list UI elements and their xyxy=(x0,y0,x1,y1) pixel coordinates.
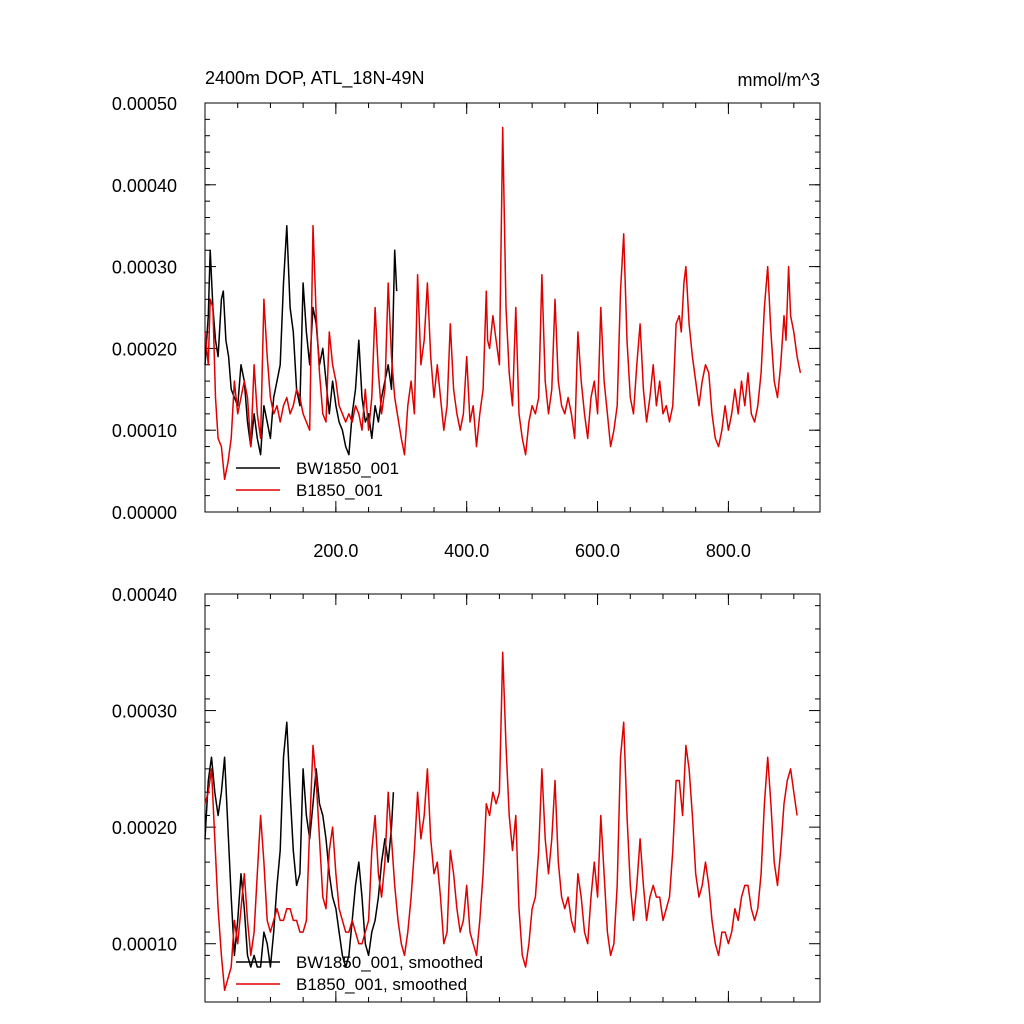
legend-label: BW1850_001, smoothed xyxy=(296,953,483,972)
chart-title-left: 2400m DOP, ATL_18N-49N xyxy=(205,68,424,89)
panel-bottom: 0.00010 0.00020 0.00030 0.00040 BW1850_001, … xyxy=(112,585,821,1003)
series-line-bw1850-001 xyxy=(204,224,398,456)
plot-frame xyxy=(204,102,821,513)
y-tick-label: 0.00040 xyxy=(112,176,177,196)
series-line-b1850-001 xyxy=(204,126,802,481)
panel-top: 2400m DOP, ATL_18N-49N mmol/m^3 200.0 400… xyxy=(112,68,821,561)
y-tick-label: 0.00000 xyxy=(112,503,177,523)
y-tick-label: 0.00050 xyxy=(112,94,177,114)
x-tick-label: 800.0 xyxy=(706,541,751,561)
series-line-b1850-001-smoothed xyxy=(204,651,798,992)
y-tick-label: 0.00020 xyxy=(112,818,177,838)
y-tick-label: 0.00040 xyxy=(112,585,177,605)
x-tick-label: 600.0 xyxy=(575,541,620,561)
y-tick-label: 0.00020 xyxy=(112,339,177,359)
legend-label: B1850_001 xyxy=(296,481,383,500)
y-tick-label: 0.00010 xyxy=(112,935,177,955)
chart-title-right: mmol/m^3 xyxy=(738,70,820,90)
y-tick-label: 0.00030 xyxy=(112,702,177,722)
legend-label: BW1850_001 xyxy=(296,459,399,478)
x-tick-label: 400.0 xyxy=(444,541,489,561)
y-tick-label: 0.00030 xyxy=(112,258,177,278)
x-tick-label: 200.0 xyxy=(313,541,358,561)
plot-frame xyxy=(204,593,821,1003)
y-tick-label: 0.00010 xyxy=(112,421,177,441)
legend-label: B1850_001, smoothed xyxy=(296,975,467,994)
